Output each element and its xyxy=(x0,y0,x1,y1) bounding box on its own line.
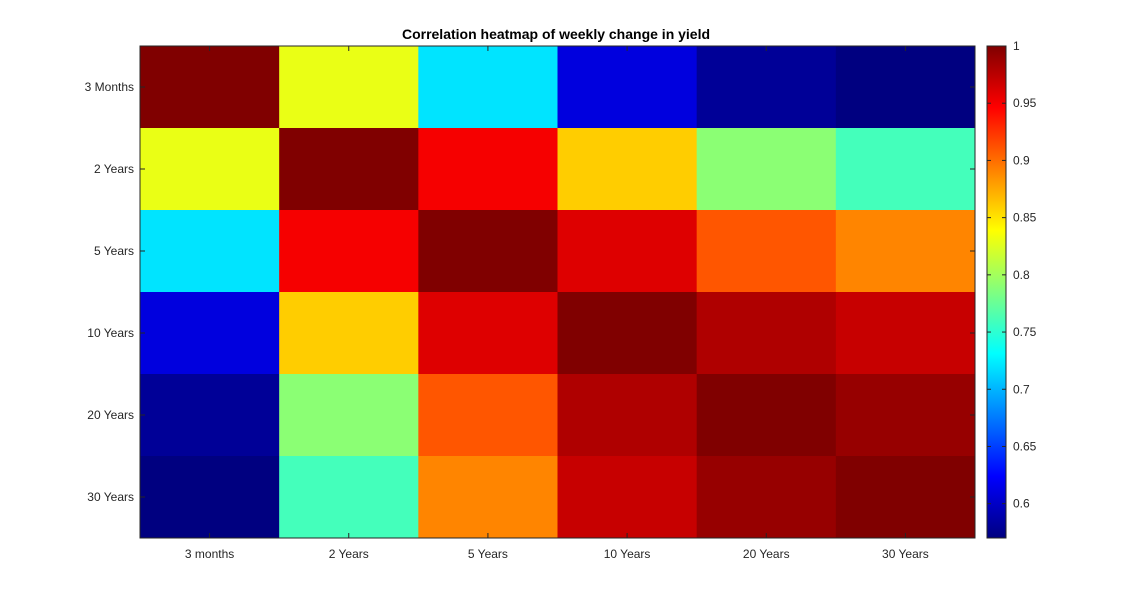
y-tick-label: 5 Years xyxy=(94,244,134,258)
heatmap-cell-r5-c4 xyxy=(696,456,837,539)
heatmap-cell-r2-c2 xyxy=(418,210,558,293)
x-axis: 3 months 2 Years 5 Years 10 Years 20 Years 30… xyxy=(185,46,929,561)
heatmap-cell-r4-c1 xyxy=(279,374,419,457)
heatmap-cell-r1-c0 xyxy=(140,128,280,211)
y-tick-label: 3 Months xyxy=(85,80,134,94)
chart-title: Correlation heatmap of weekly change in … xyxy=(402,26,710,42)
y-tick-label: 10 Years xyxy=(87,326,134,340)
heatmap-cell-r4-c0 xyxy=(140,374,280,457)
heatmap-cell-r2-c1 xyxy=(279,210,419,293)
y-tick-label: 20 Years xyxy=(87,408,134,422)
heatmap-cell-r0-c5 xyxy=(835,46,976,129)
heatmap-cell-r5-c0 xyxy=(140,456,280,539)
heatmap-cell-r1-c1 xyxy=(279,128,419,211)
heatmap-cell-r3-c4 xyxy=(696,292,837,375)
heatmap-cell-r0-c4 xyxy=(696,46,837,129)
heatmap-cell-r4-c4 xyxy=(696,374,837,457)
heatmap-cell-r4-c5 xyxy=(835,374,976,457)
x-tick-label: 5 Years xyxy=(468,547,508,561)
colorbar-tick-label: 0.65 xyxy=(1013,439,1037,453)
y-tick-label: 2 Years xyxy=(94,162,134,176)
colorbar-tick-label: 1 xyxy=(1013,39,1020,53)
colorbar-tick-label: 0.85 xyxy=(1013,211,1037,225)
colorbar-tick-label: 0.7 xyxy=(1013,382,1030,396)
heatmap-cell-r3-c1 xyxy=(279,292,419,375)
heatmap-cells xyxy=(140,46,976,539)
heatmap-cell-r3-c2 xyxy=(418,292,558,375)
heatmap-cell-r3-c3 xyxy=(557,292,698,375)
x-tick-label: 2 Years xyxy=(329,547,369,561)
plot-frame xyxy=(139,45,976,539)
heatmap-cell-r1-c5 xyxy=(835,128,976,211)
y-axis: 3 Months 2 Years 5 Years 10 Years 20 Years 30… xyxy=(85,80,975,504)
heatmap-cell-r5-c2 xyxy=(418,456,558,539)
heatmap-cell-r0-c2 xyxy=(418,46,558,129)
heatmap-cell-r1-c4 xyxy=(696,128,837,211)
colorbar: 0.6 0.65 0.7 0.75 0.8 0.85 0.9 0.95 1 xyxy=(986,39,1037,539)
heatmap-cell-r0-c1 xyxy=(279,46,419,129)
x-tick-label: 10 Years xyxy=(604,547,651,561)
colorbar-tick-label: 0.8 xyxy=(1013,268,1030,282)
x-tick-label: 3 months xyxy=(185,547,234,561)
heatmap-cell-r2-c3 xyxy=(557,210,698,293)
heatmap-cell-r0-c3 xyxy=(557,46,698,129)
heatmap-cell-r5-c1 xyxy=(279,456,419,539)
colorbar-tick-label: 0.6 xyxy=(1013,497,1030,511)
heatmap-cell-r2-c0 xyxy=(140,210,280,293)
heatmap-cell-r2-c5 xyxy=(835,210,976,293)
colorbar-tick-label: 0.95 xyxy=(1013,96,1037,110)
heatmap-cell-r4-c2 xyxy=(418,374,558,457)
heatmap-cell-r1-c2 xyxy=(418,128,558,211)
x-tick-label: 30 Years xyxy=(882,547,929,561)
colorbar-gradient xyxy=(986,45,1007,539)
heatmap-cell-r5-c3 xyxy=(557,456,698,539)
colorbar-tick-label: 0.75 xyxy=(1013,325,1037,339)
heatmap-cell-r3-c0 xyxy=(140,292,280,375)
heatmap-cell-r5-c5 xyxy=(835,456,976,539)
heatmap-cell-r0-c0 xyxy=(140,46,280,129)
heatmap-cell-r1-c3 xyxy=(557,128,698,211)
heatmap-cell-r3-c5 xyxy=(835,292,976,375)
heatmap-cell-r2-c4 xyxy=(696,210,837,293)
colorbar-tick-label: 0.9 xyxy=(1013,153,1030,167)
heatmap-cell-r4-c3 xyxy=(557,374,698,457)
x-tick-label: 20 Years xyxy=(743,547,790,561)
y-tick-label: 30 Years xyxy=(87,490,134,504)
